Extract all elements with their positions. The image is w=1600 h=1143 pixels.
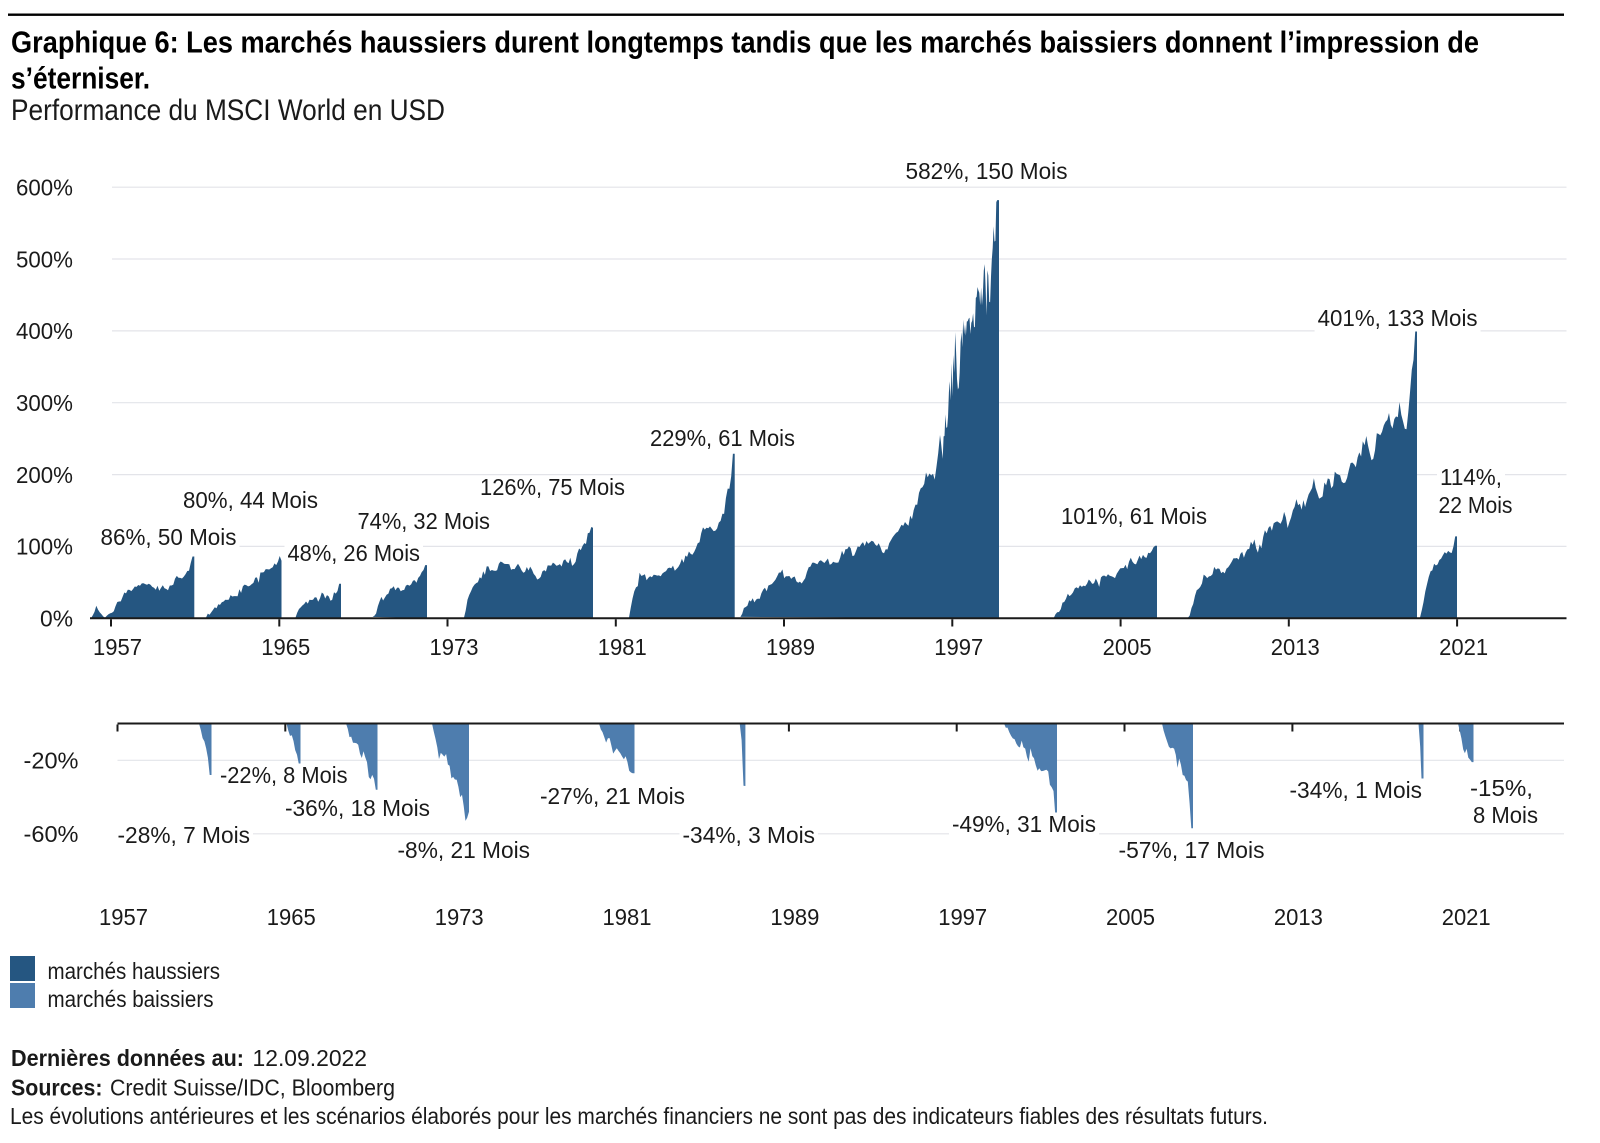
svg-text:22 Mois: 22 Mois [1439, 492, 1513, 518]
svg-text:-20%: -20% [24, 748, 79, 774]
svg-text:2005: 2005 [1103, 634, 1152, 660]
svg-text:126%, 75 Mois: 126%, 75 Mois [480, 474, 625, 500]
svg-text:8 Mois: 8 Mois [1473, 802, 1538, 828]
svg-text:-27%, 21 Mois: -27%, 21 Mois [540, 783, 685, 809]
svg-text:Dernières données au:: Dernières données au: [11, 1045, 244, 1071]
svg-text:1989: 1989 [766, 634, 815, 660]
svg-text:2013: 2013 [1274, 904, 1323, 930]
svg-text:-34%, 1 Mois: -34%, 1 Mois [1290, 777, 1423, 803]
svg-text:1981: 1981 [598, 634, 647, 660]
svg-text:1973: 1973 [435, 904, 484, 930]
svg-text:1997: 1997 [938, 904, 987, 930]
svg-text:1965: 1965 [267, 904, 316, 930]
svg-text:80%, 44 Mois: 80%, 44 Mois [183, 487, 318, 513]
svg-text:Sources:: Sources: [11, 1075, 103, 1101]
svg-text:300%: 300% [16, 390, 73, 416]
svg-text:12.09.2022: 12.09.2022 [253, 1045, 368, 1071]
svg-text:marchés haussiers: marchés haussiers [48, 958, 221, 984]
svg-text:-49%, 31 Mois: -49%, 31 Mois [952, 811, 1096, 837]
svg-text:0%: 0% [40, 606, 73, 632]
svg-text:1957: 1957 [99, 904, 148, 930]
svg-text:1957: 1957 [93, 634, 142, 660]
svg-text:-28%, 7 Mois: -28%, 7 Mois [118, 822, 251, 848]
svg-text:1973: 1973 [430, 634, 479, 660]
svg-text:229%, 61 Mois: 229%, 61 Mois [650, 425, 795, 451]
svg-text:Graphique 6: Les marchés hauss: Graphique 6: Les marchés haussiers duren… [11, 25, 1479, 60]
svg-text:marchés baissiers: marchés baissiers [48, 986, 214, 1012]
svg-text:1965: 1965 [261, 634, 310, 660]
svg-text:2013: 2013 [1271, 634, 1320, 660]
svg-text:48%, 26 Mois: 48%, 26 Mois [288, 540, 421, 566]
svg-text:2021: 2021 [1439, 634, 1488, 660]
svg-text:74%, 32 Mois: 74%, 32 Mois [358, 508, 491, 534]
svg-text:1997: 1997 [934, 634, 983, 660]
svg-text:-22%, 8 Mois: -22%, 8 Mois [220, 762, 348, 788]
svg-text:401%, 133 Mois: 401%, 133 Mois [1318, 305, 1478, 331]
svg-text:1989: 1989 [770, 904, 819, 930]
svg-text:-34%, 3 Mois: -34%, 3 Mois [683, 822, 816, 848]
svg-text:-60%: -60% [24, 821, 79, 847]
svg-text:86%, 50 Mois: 86%, 50 Mois [101, 524, 237, 550]
svg-text:2005: 2005 [1106, 904, 1155, 930]
svg-text:600%: 600% [16, 175, 73, 201]
svg-text:101%, 61 Mois: 101%, 61 Mois [1061, 503, 1207, 529]
svg-text:-57%, 17 Mois: -57%, 17 Mois [1119, 837, 1265, 863]
svg-text:Credit Suisse/IDC, Bloomberg: Credit Suisse/IDC, Bloomberg [110, 1075, 395, 1101]
svg-text:400%: 400% [16, 318, 73, 344]
svg-text:114%,: 114%, [1440, 464, 1502, 490]
svg-text:s’éterniser.: s’éterniser. [11, 61, 150, 96]
svg-text:Performance du MSCI World en U: Performance du MSCI World en USD [11, 94, 445, 127]
svg-text:-8%, 21 Mois: -8%, 21 Mois [398, 837, 531, 863]
svg-text:-36%, 18 Mois: -36%, 18 Mois [285, 795, 430, 821]
svg-text:100%: 100% [16, 534, 73, 560]
svg-text:-15%,: -15%, [1470, 775, 1533, 801]
svg-text:2021: 2021 [1442, 904, 1491, 930]
svg-text:1981: 1981 [603, 904, 652, 930]
svg-text:Les évolutions antérieures et: Les évolutions antérieures et les scénar… [10, 1103, 1268, 1129]
svg-text:200%: 200% [16, 462, 73, 488]
svg-text:582%, 150 Mois: 582%, 150 Mois [906, 158, 1068, 184]
svg-text:500%: 500% [16, 246, 73, 272]
